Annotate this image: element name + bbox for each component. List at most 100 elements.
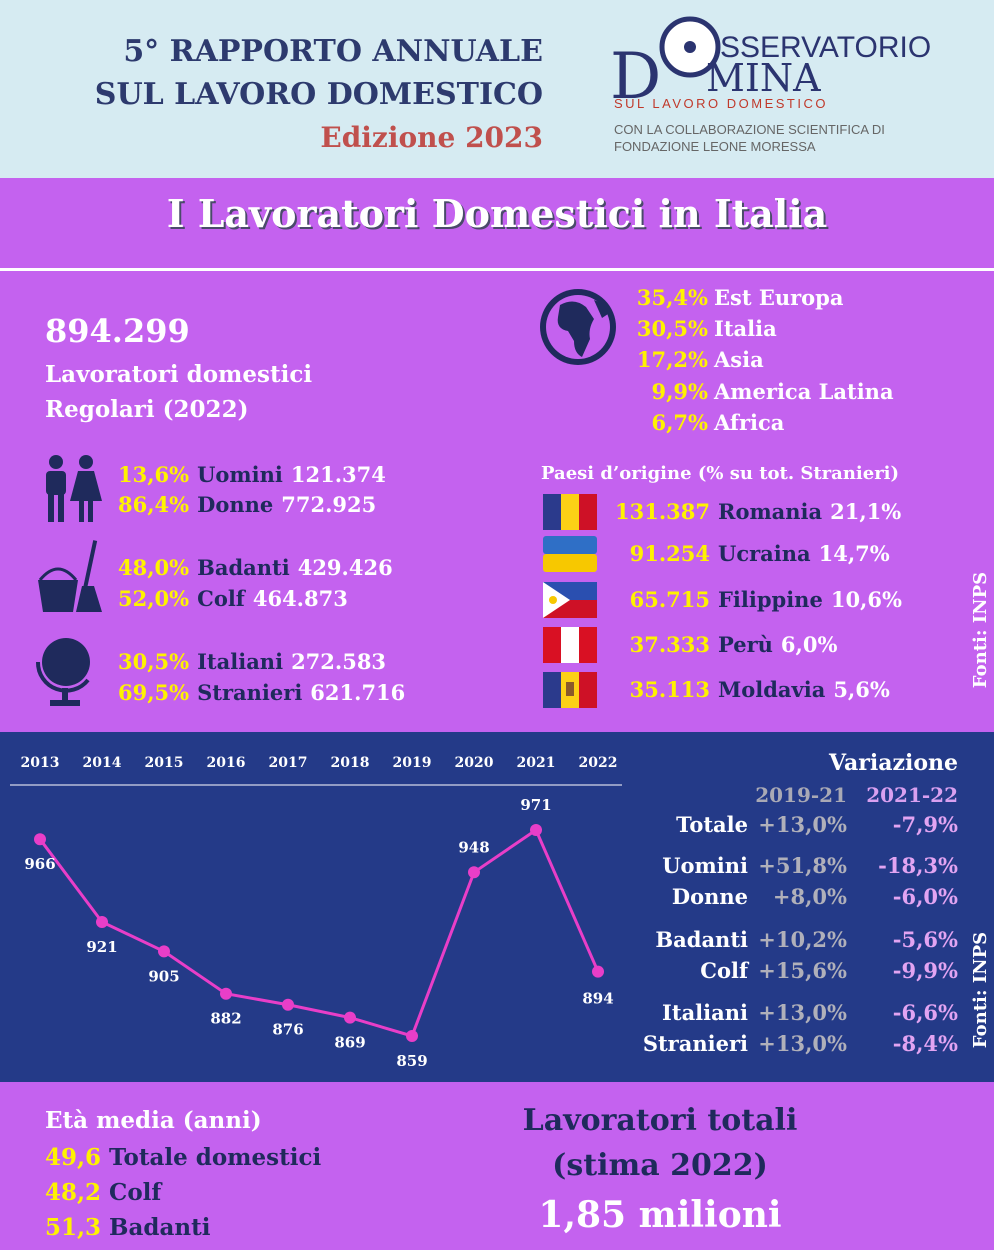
change: +13,0% — [758, 1031, 847, 1056]
row-label: Uomini — [662, 853, 748, 878]
country: Moldavia — [718, 677, 826, 702]
text-row: Perù 6,0% — [718, 632, 837, 657]
change: -9,9% — [893, 958, 958, 983]
percent: 52,0% — [118, 586, 189, 611]
data-label: 876 — [272, 1021, 303, 1039]
logo-tagline: SUL LAVORO DOMESTICO — [614, 96, 828, 111]
point — [344, 1011, 356, 1024]
flag-peru — [543, 627, 597, 663]
period: 2019-21 — [755, 783, 847, 807]
row-label: Totale — [676, 812, 748, 837]
x-tick-label: 2015 — [145, 755, 184, 771]
flag-ukraine — [543, 536, 597, 572]
change: -6,6% — [893, 1000, 958, 1025]
period: 2021-22 — [866, 783, 958, 807]
flag-moldova — [543, 672, 597, 708]
x-tick-label: 2016 — [207, 755, 246, 771]
value: 48,2 — [45, 1179, 101, 1206]
point — [158, 945, 170, 958]
x-tick-label: 2017 — [269, 755, 308, 771]
countries-title: Paesi d’origine (% su tot. Stranieri) — [541, 463, 899, 484]
people-icon — [46, 455, 102, 522]
region: America Latina — [713, 379, 894, 404]
data-label: 869 — [334, 1034, 365, 1052]
row-label: Stranieri — [643, 1031, 748, 1056]
estimate-title: Lavoratori totali — [523, 1103, 798, 1138]
change: +13,0% — [758, 1000, 847, 1025]
change: -8,4% — [893, 1031, 958, 1056]
count: 772.925 — [281, 492, 376, 517]
header-bg — [0, 0, 994, 178]
percent: 30,5% — [637, 316, 708, 341]
x-tick-label: 2019 — [393, 755, 432, 771]
x-tick-label: 2014 — [83, 755, 122, 771]
footer-bg — [0, 1082, 994, 1250]
label: Uomini — [197, 462, 283, 487]
desk-globe-icon — [35, 638, 90, 706]
row-label: Donne — [672, 884, 748, 909]
text-row: 86,4% Donne 772.925 — [118, 492, 376, 517]
region: Asia — [713, 347, 764, 372]
count: 464.873 — [253, 586, 348, 611]
count: 272.583 — [291, 649, 386, 674]
flag-philippines — [543, 582, 597, 618]
country: Perù — [718, 632, 773, 657]
change: -6,0% — [893, 884, 958, 909]
label: Donne — [197, 492, 273, 517]
data-label: 882 — [210, 1010, 241, 1028]
point — [34, 833, 46, 846]
row-label: Badanti — [655, 927, 748, 952]
data-label: 921 — [86, 938, 117, 956]
text-row: Moldavia 5,6% — [718, 677, 890, 702]
text-row: 52,0% Colf 464.873 — [118, 586, 348, 611]
age-title: Età media (anni) — [45, 1107, 262, 1134]
estimate-value: 1,85 milioni — [538, 1194, 781, 1236]
count: 621.716 — [310, 680, 405, 705]
data-label: 905 — [148, 967, 179, 985]
percent: 6,7% — [652, 410, 709, 435]
percent: 86,4% — [118, 492, 189, 517]
percent: 48,0% — [118, 555, 189, 580]
count: 121.374 — [291, 462, 386, 487]
x-tick-label: 2021 — [517, 755, 556, 771]
section-title: I Lavoratori Domestici in Italia — [167, 191, 828, 236]
label: Colf — [109, 1179, 163, 1206]
line — [38, 827, 600, 1038]
variation-title: Variazione — [828, 750, 958, 776]
world-icon — [540, 289, 616, 365]
change: +15,6% — [758, 958, 847, 983]
text-row: 69,5% Stranieri 621.716 — [118, 680, 405, 705]
change: -18,3% — [878, 853, 958, 878]
count: 429.426 — [298, 555, 393, 580]
change: -7,9% — [893, 812, 958, 837]
point — [468, 866, 480, 879]
percent: 6,0% — [781, 632, 838, 657]
flag-romania — [543, 494, 597, 530]
count: 35.113 — [630, 677, 710, 702]
change: +10,2% — [758, 927, 847, 952]
row-label: Italiani — [662, 1000, 748, 1025]
count: 131.387 — [615, 499, 710, 524]
source: Fonti: INPS — [970, 572, 991, 688]
total: 894.299 — [45, 312, 190, 350]
percent: 30,5% — [118, 649, 189, 674]
logo-mark — [659, 16, 721, 78]
text-row: 51,3 Badanti — [45, 1214, 211, 1241]
point — [406, 1030, 418, 1042]
text-row: 30,5% Italiani 272.583 — [118, 649, 386, 674]
country: Filippine — [718, 587, 823, 612]
title: SUL LAVORO DOMESTICO — [95, 77, 543, 112]
label: Badanti — [109, 1214, 211, 1241]
text-row: Ucraina 14,7% — [718, 541, 890, 566]
label: Italiani — [197, 649, 283, 674]
data-label: 948 — [458, 838, 489, 856]
change: -5,6% — [893, 927, 958, 952]
value: 51,3 — [45, 1214, 101, 1241]
source: Fonti: INPS — [970, 932, 991, 1048]
country: Ucraina — [718, 541, 811, 566]
point — [96, 915, 108, 928]
label: Stranieri — [197, 680, 302, 705]
x-tick-label: 2022 — [579, 755, 618, 771]
text-row: Romania 21,1% — [718, 499, 901, 524]
